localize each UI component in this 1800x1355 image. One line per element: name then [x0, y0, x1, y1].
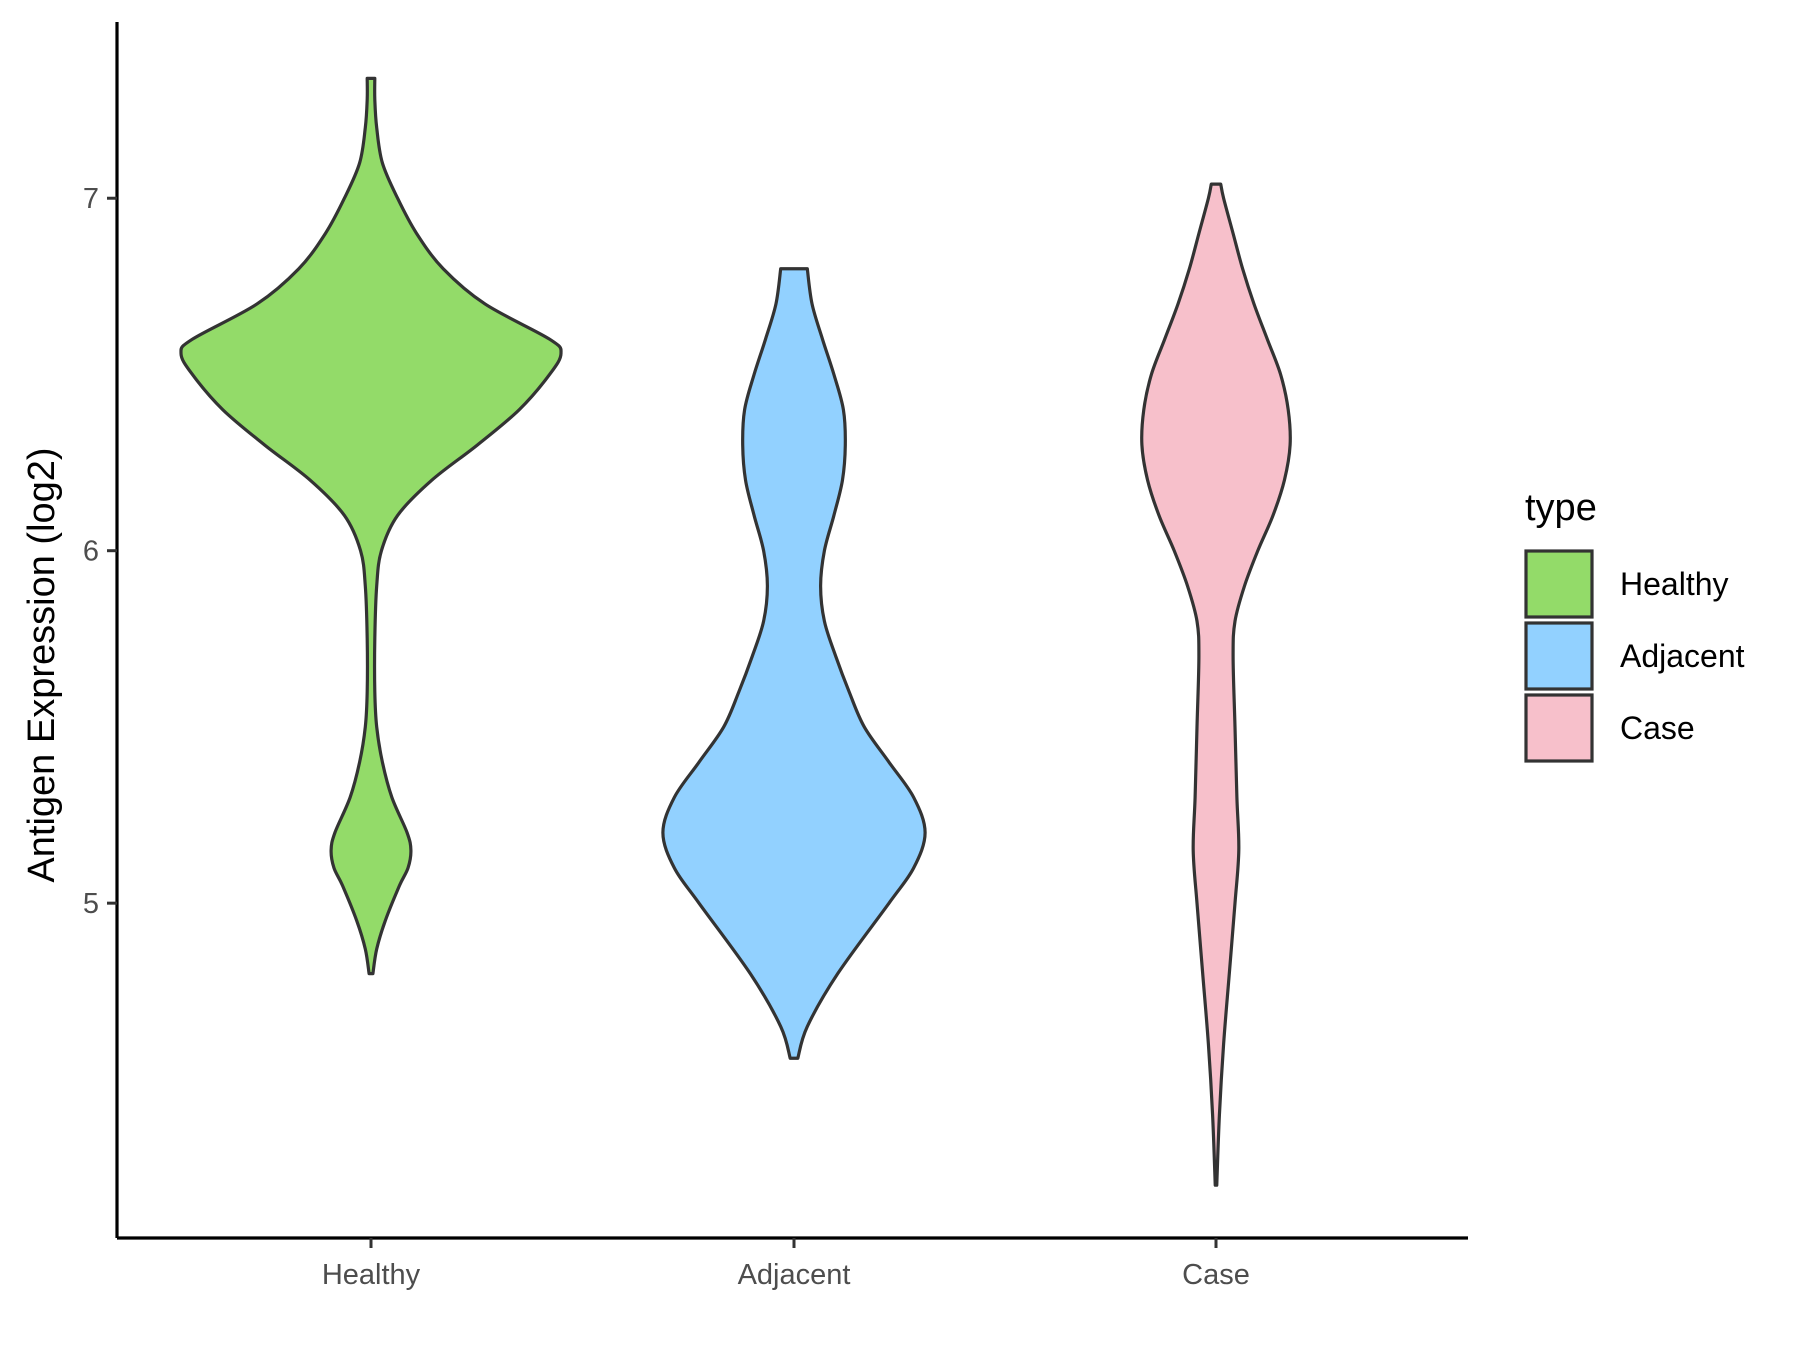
violin-healthy [179, 76, 563, 976]
violin-case [1140, 182, 1292, 1187]
x-tick-label: Healthy [322, 1259, 421, 1291]
legend-key-case [1524, 693, 1594, 763]
legend-label-adjacent: Adjacent [1620, 638, 1745, 674]
legend-label-case: Case [1620, 710, 1695, 746]
legend-title: type [1525, 487, 1597, 529]
legend-entries: Healthy Adjacent Case [1524, 549, 1745, 763]
legend-key-healthy [1524, 549, 1594, 619]
x-ticks: Healthy Adjacent Case [322, 1238, 1250, 1291]
legend-label-healthy: Healthy [1620, 566, 1729, 602]
violin-adjacent [661, 267, 927, 1060]
legend-key-adjacent [1524, 621, 1594, 691]
y-tick-label: 5 [83, 888, 99, 920]
y-ticks: 5 6 7 [83, 183, 117, 920]
y-tick-label: 6 [83, 536, 99, 568]
x-tick-label: Adjacent [738, 1259, 851, 1291]
y-axis-title: Antigen Expression (log2) [21, 447, 63, 882]
violins-layer [179, 76, 1292, 1187]
legend: type Healthy Adjacent Case [1524, 487, 1745, 763]
x-tick-label: Case [1182, 1259, 1250, 1291]
y-tick-label: 7 [83, 183, 99, 215]
